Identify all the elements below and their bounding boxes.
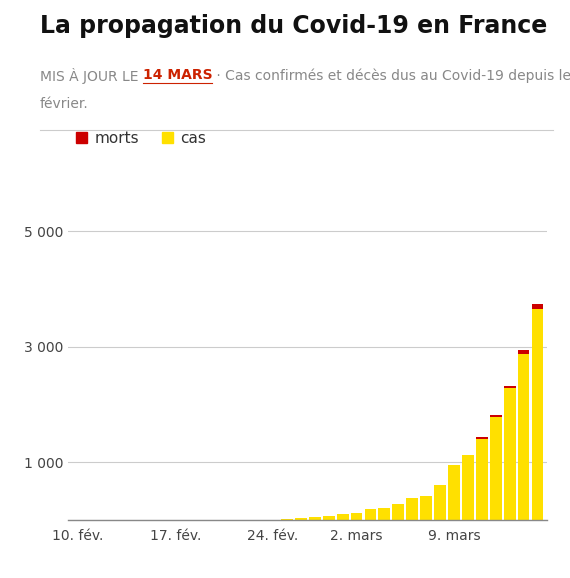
Bar: [462, 455, 474, 520]
Bar: [420, 496, 432, 520]
Bar: [295, 518, 307, 520]
Bar: [532, 309, 543, 520]
Bar: [476, 437, 488, 439]
Bar: [476, 439, 488, 520]
Bar: [281, 519, 293, 520]
Text: La propagation du Covid-19 en France: La propagation du Covid-19 en France: [40, 14, 547, 39]
Legend: morts, cas: morts, cas: [76, 131, 206, 146]
Bar: [490, 415, 502, 417]
Bar: [351, 513, 363, 520]
Text: MIS À JOUR LE: MIS À JOUR LE: [40, 68, 142, 84]
Bar: [448, 465, 460, 520]
Bar: [532, 304, 543, 309]
Bar: [518, 354, 530, 520]
Bar: [406, 498, 418, 520]
Bar: [365, 509, 376, 520]
Bar: [434, 485, 446, 520]
Bar: [337, 514, 348, 520]
Bar: [392, 503, 404, 520]
Bar: [323, 516, 335, 520]
Bar: [378, 508, 390, 520]
Bar: [490, 417, 502, 520]
Text: 14 MARS: 14 MARS: [142, 68, 213, 82]
Bar: [518, 350, 530, 354]
Text: février.: février.: [40, 97, 89, 111]
Bar: [504, 386, 515, 388]
Bar: [309, 517, 321, 520]
Bar: [504, 388, 515, 520]
Text: · Cas confirmés et décès dus au Covid-19 depuis le 10: · Cas confirmés et décès dus au Covid-19…: [213, 68, 570, 83]
